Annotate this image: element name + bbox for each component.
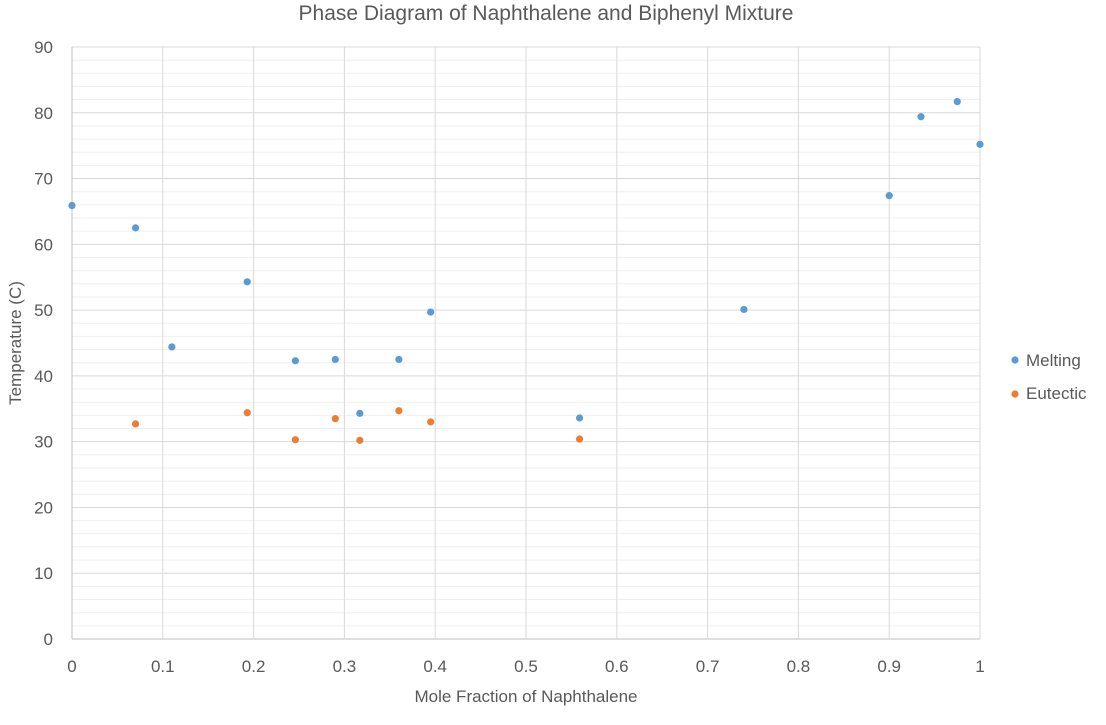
x-axis-title: Mole Fraction of Naphthalene — [414, 687, 637, 706]
point-melting — [976, 140, 984, 148]
x-tick-label: 1 — [975, 657, 984, 676]
point-melting — [395, 355, 403, 364]
point-eutectic — [243, 409, 251, 417]
point-eutectic — [427, 418, 435, 426]
y-tick-label: 50 — [34, 301, 53, 320]
legend-marker-melting — [1011, 356, 1019, 364]
legend: Melting Eutectic — [1011, 351, 1087, 403]
y-tick-label: 40 — [34, 367, 53, 386]
point-eutectic — [331, 415, 339, 423]
x-axis-tick-labels: 0 0.1 0.2 0.3 0.4 0.5 0.6 0.7 0.8 0.9 1 — [67, 657, 984, 676]
x-tick-label: 0.5 — [514, 657, 538, 676]
legend-marker-eutectic — [1011, 390, 1019, 398]
chart-title: Phase Diagram of Naphthalene and Bipheny… — [299, 2, 794, 25]
x-tick-label: 0.4 — [423, 657, 447, 676]
point-eutectic — [575, 435, 584, 443]
point-melting — [331, 355, 339, 364]
point-melting — [917, 113, 925, 121]
point-melting — [243, 278, 251, 286]
point-melting — [740, 305, 748, 314]
x-tick-label: 0.6 — [605, 657, 629, 676]
y-tick-label: 70 — [34, 170, 53, 189]
point-melting — [427, 308, 435, 316]
y-tick-label: 30 — [34, 433, 53, 452]
point-melting — [68, 201, 76, 210]
point-eutectic — [356, 436, 364, 444]
point-eutectic — [291, 436, 299, 444]
y-axis-title: Temperature (C) — [6, 281, 25, 405]
y-tick-label: 90 — [34, 38, 53, 57]
x-tick-label: 0.2 — [242, 657, 266, 676]
point-eutectic — [395, 407, 403, 415]
legend-label-melting: Melting — [1026, 351, 1081, 370]
point-melting — [131, 224, 140, 232]
x-tick-label: 0.1 — [151, 657, 175, 676]
y-tick-label: 80 — [34, 104, 53, 123]
y-tick-label: 20 — [34, 498, 53, 517]
point-melting — [953, 97, 961, 106]
x-tick-label: 0 — [67, 657, 76, 676]
y-axis-tick-labels: 0 10 20 30 40 50 60 70 80 90 — [34, 38, 53, 649]
legend-item-eutectic: Eutectic — [1011, 384, 1087, 403]
legend-item-melting: Melting — [1011, 351, 1081, 370]
point-melting — [168, 343, 176, 351]
x-tick-label: 0.3 — [333, 657, 357, 676]
legend-label-eutectic: Eutectic — [1026, 384, 1087, 403]
y-tick-label: 10 — [34, 564, 53, 583]
y-tick-label: 60 — [34, 235, 53, 254]
x-tick-label: 0.8 — [787, 657, 811, 676]
x-tick-label: 0.7 — [696, 657, 720, 676]
point-melting — [575, 414, 584, 422]
data-points — [68, 97, 984, 444]
point-melting — [291, 357, 299, 365]
x-tick-label: 0.9 — [877, 657, 901, 676]
point-melting — [885, 192, 893, 200]
point-eutectic — [131, 420, 140, 428]
y-tick-label: 0 — [44, 630, 53, 649]
point-melting — [356, 409, 364, 417]
major-gridlines — [71, 46, 981, 640]
